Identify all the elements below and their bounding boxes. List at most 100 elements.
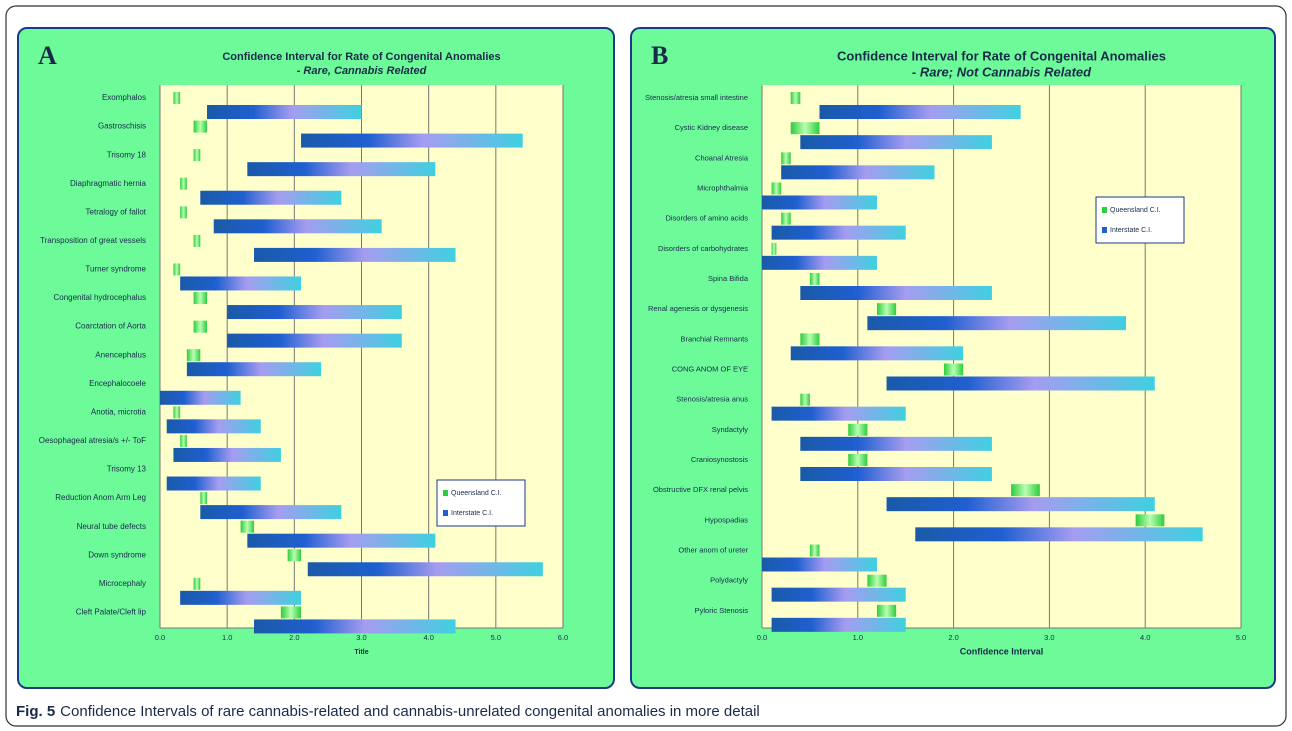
y-tick-label: Encephalocoele: [89, 379, 146, 388]
y-tick-label: Craniosynostosis: [691, 455, 748, 464]
y-tick-label: Disorders of carbohydrates: [658, 244, 748, 253]
y-tick-label: Hypospadias: [705, 515, 749, 524]
y-tick-label: Renal agenesis or dysgenesis: [648, 304, 748, 313]
queensland-bar: [771, 242, 777, 255]
interstate-bar: [771, 617, 906, 632]
caption-label: Fig. 5: [16, 703, 55, 720]
y-tick-label: Coarctation of Aorta: [75, 322, 146, 331]
y-tick-label: Cystic Kidney disease: [675, 123, 748, 132]
legend-label: Interstate C.I.: [1110, 227, 1152, 234]
interstate-bar: [771, 406, 906, 421]
interstate-bar: [301, 133, 523, 148]
panel-label: B: [651, 41, 668, 70]
panel-label: A: [38, 41, 57, 70]
y-tick-label: Syndactyly: [712, 425, 749, 434]
queensland-bar: [280, 606, 302, 619]
interstate-bar: [247, 162, 436, 177]
queensland-bar: [193, 234, 201, 247]
x-tick-label: 1.0: [853, 633, 863, 642]
queensland-bar: [809, 544, 820, 557]
interstate-bar: [762, 195, 877, 210]
queensland-bar: [848, 454, 868, 466]
x-axis-label: Confidence Interval: [960, 646, 1044, 656]
legend-swatch: [443, 510, 448, 516]
interstate-bar: [254, 247, 456, 262]
queensland-bar: [944, 363, 964, 376]
x-tick-label: 4.0: [1140, 633, 1150, 642]
interstate-bar: [800, 135, 992, 150]
x-axis-label: Title: [354, 649, 368, 656]
interstate-bar: [186, 362, 322, 377]
interstate-bar: [762, 255, 877, 270]
y-tick-label: Stenosis/atresia small intestine: [645, 93, 748, 102]
interstate-bar: [771, 225, 906, 240]
queensland-bar: [876, 303, 897, 316]
interstate-bar: [180, 590, 302, 605]
y-tick-label: Anotia, microtia: [91, 407, 147, 416]
y-tick-label: Spina Bifida: [708, 274, 749, 283]
y-tick-label: Neural tube defects: [77, 522, 146, 531]
legend-box: [1095, 196, 1185, 244]
interstate-bar: [166, 419, 261, 434]
interstate-bar: [800, 436, 992, 451]
y-tick-label: Other anom of ureter: [678, 545, 748, 554]
y-tick-label: Microphthalmia: [697, 183, 749, 192]
interstate-bar: [160, 390, 241, 405]
y-tick-label: Trisomy 13: [107, 465, 147, 474]
interstate-bar: [800, 286, 992, 300]
queensland-bar: [180, 177, 187, 190]
x-tick-label: 5.0: [1236, 633, 1246, 642]
y-tick-label: Oesophageal atresia/s +/- ToF: [39, 436, 146, 445]
interstate-bar: [200, 190, 342, 205]
interstate-bar: [247, 533, 436, 548]
interstate-bar: [254, 619, 456, 634]
legend-box: [436, 479, 526, 527]
y-tick-label: CONG ANOM OF EYE: [672, 364, 748, 373]
figure-frame: [5, 5, 1287, 727]
queensland-bar: [771, 182, 782, 195]
x-tick-label: 4.0: [423, 633, 433, 642]
queensland-bar: [180, 434, 187, 447]
queensland-bar: [193, 292, 208, 305]
interstate-bar: [227, 305, 402, 320]
interstate-bar: [207, 105, 362, 119]
queensland-bar: [781, 152, 791, 165]
y-tick-label: Stenosis/atresia anus: [676, 395, 748, 404]
y-tick-label: Congenital hydrocephalus: [53, 293, 146, 302]
y-tick-label: Down syndrome: [88, 550, 146, 559]
legend-label: Queensland C.I.: [451, 490, 502, 497]
queensland-bar: [186, 349, 201, 362]
caption: Fig. 5 Confidence Intervals of rare canna…: [16, 703, 760, 720]
y-tick-label: Branchial Remnants: [680, 334, 748, 343]
queensland-bar: [193, 320, 208, 333]
interstate-bar: [213, 219, 382, 234]
x-tick-label: 0.0: [757, 633, 767, 642]
queensland-bar: [240, 520, 255, 533]
queensland-bar: [173, 263, 181, 276]
chart-title: Confidence Interval for Rate of Congenit…: [222, 51, 500, 63]
chart-title: Confidence Interval for Rate of Congenit…: [837, 48, 1166, 63]
legend-swatch: [443, 490, 448, 496]
queensland-bar: [173, 92, 181, 104]
interstate-bar: [790, 346, 964, 361]
y-tick-label: Diaphragmatic hernia: [70, 179, 147, 188]
interstate-bar: [886, 376, 1155, 391]
interstate-bar: [915, 527, 1203, 542]
legend-label: Interstate C.I.: [451, 510, 493, 517]
interstate-bar: [886, 497, 1155, 512]
queensland-bar: [790, 92, 801, 104]
y-tick-label: Transposition of great vessels: [40, 236, 146, 245]
y-tick-label: Obstructive DFX renal pelvis: [653, 485, 748, 494]
legend-swatch: [1102, 207, 1107, 213]
interstate-bar: [180, 276, 302, 291]
interstate-bar: [762, 557, 877, 572]
x-tick-label: 6.0: [558, 633, 568, 642]
interstate-bar: [800, 467, 992, 481]
queensland-bar: [781, 212, 791, 225]
y-tick-label: Trisomy 18: [107, 150, 147, 159]
queensland-bar: [200, 492, 208, 505]
y-tick-label: Pyloric Stenosis: [695, 606, 749, 615]
interstate-bar: [867, 316, 1127, 331]
legend-label: Queensland C.I.: [1110, 207, 1161, 214]
